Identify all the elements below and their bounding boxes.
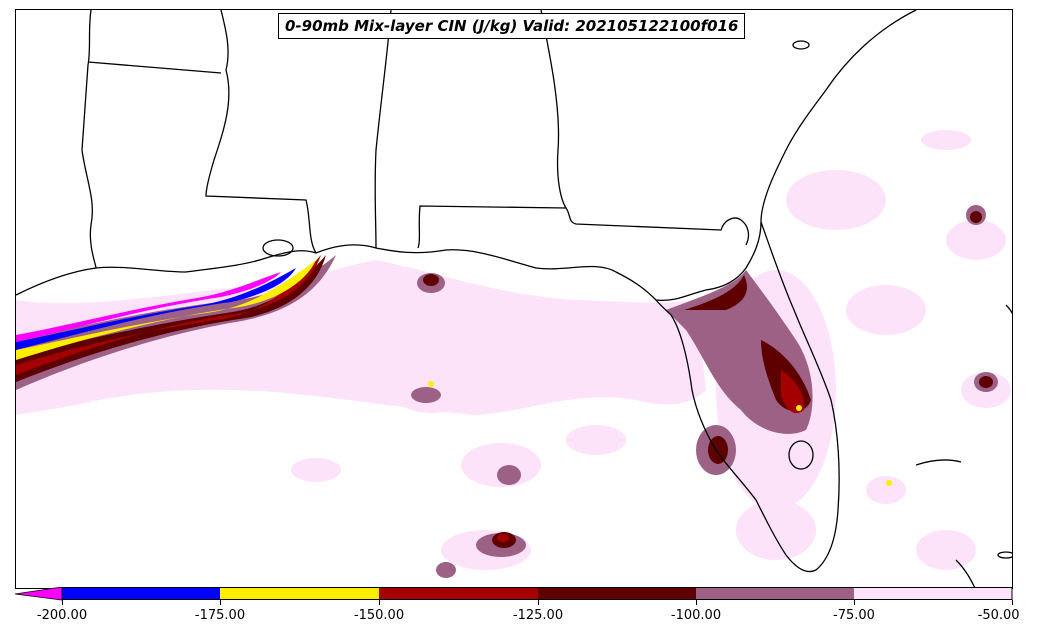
cin-light-pink-regions <box>16 130 1011 570</box>
colorbar-tick-label: -150.00 <box>353 608 405 623</box>
colorbar-tick <box>379 600 380 605</box>
cin-magenta-regions <box>16 272 281 342</box>
colorbar-segment-red <box>379 587 538 600</box>
cin-yellow-regions <box>16 260 892 486</box>
colorbar-tick <box>62 600 63 605</box>
colorbar-tick <box>854 600 855 605</box>
colorbar-segment-light-pink <box>854 587 1012 600</box>
colorbar-tick-label: -200.00 <box>36 608 88 623</box>
colorbar-tick-label: -50.00 <box>977 608 1020 623</box>
colorbar-segment-blue <box>62 587 220 600</box>
colorbar-tick <box>696 600 697 605</box>
cin-map <box>16 10 1012 588</box>
colorbar-tick-label: -125.00 <box>512 608 564 623</box>
colorbar-segment-yellow <box>220 587 379 600</box>
colorbar-tick <box>220 600 221 605</box>
colorbar-tick-label: -75.00 <box>833 608 875 623</box>
colorbar-segment-mauve <box>696 587 854 600</box>
colorbar-tick <box>538 600 539 605</box>
colorbar-tick-label: -100.00 <box>670 608 722 623</box>
colorbar <box>15 587 1013 601</box>
cin-red-regions <box>16 255 805 542</box>
colorbar-tick-label: -175.00 <box>194 608 246 623</box>
map-panel <box>15 9 1013 589</box>
colorbar-tick <box>1012 600 1013 605</box>
map-title: 0-90mb Mix-layer CIN (J/kg) Valid: 20210… <box>278 13 746 39</box>
coastlines-and-borders <box>16 10 1012 588</box>
colorbar-segment-dark-maroon <box>538 587 696 600</box>
cin-blue-regions <box>16 268 296 350</box>
colorbar-extend-triangle <box>15 587 63 601</box>
